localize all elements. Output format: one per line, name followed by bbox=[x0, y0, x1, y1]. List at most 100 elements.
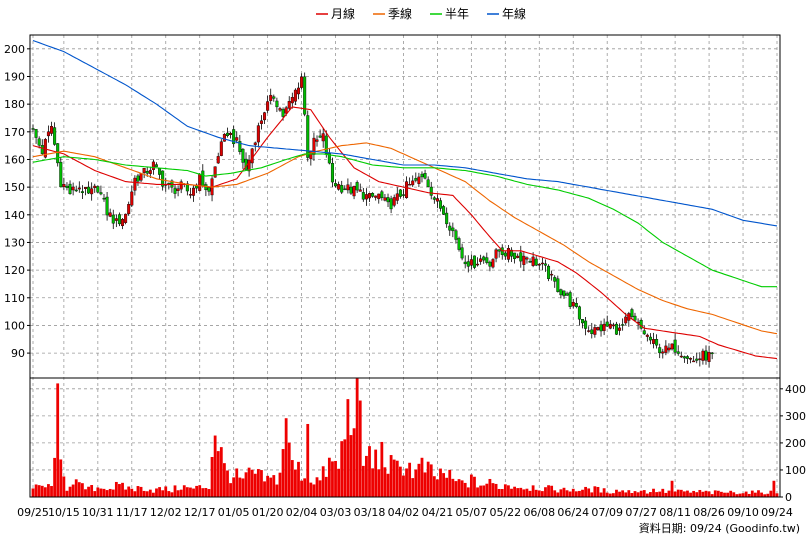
candle-body bbox=[327, 153, 331, 164]
volume-bar bbox=[31, 488, 35, 497]
volume-bar bbox=[247, 467, 251, 497]
candle-body bbox=[596, 327, 600, 330]
volume-bar bbox=[377, 469, 381, 497]
volume-bar bbox=[148, 489, 152, 497]
candle bbox=[377, 193, 381, 204]
candle-body bbox=[621, 324, 625, 326]
candle bbox=[318, 129, 322, 138]
volume-bar bbox=[476, 487, 479, 497]
volume-bar bbox=[451, 478, 455, 497]
date-tick-label: 12/17 bbox=[184, 506, 216, 519]
candle bbox=[80, 185, 84, 199]
candle-body bbox=[330, 163, 334, 183]
candle-body bbox=[614, 323, 618, 335]
candle-body bbox=[321, 133, 325, 142]
price-tick-labels: 90 100 110 120 130 140 150 160 170 180 190 200 bbox=[4, 43, 30, 360]
price-tick-label: 90 bbox=[11, 347, 25, 360]
candle-body bbox=[664, 345, 668, 353]
volume-bar bbox=[290, 460, 294, 497]
candle-body bbox=[154, 164, 158, 167]
volume-bar bbox=[775, 493, 779, 497]
candle bbox=[395, 187, 399, 205]
volume-bar bbox=[605, 492, 609, 497]
volume-tick-label: 300 bbox=[785, 410, 806, 423]
candle-body bbox=[401, 194, 405, 196]
volume-bar bbox=[241, 478, 245, 497]
volume-bar bbox=[368, 446, 371, 497]
candle-body bbox=[31, 128, 35, 130]
candle bbox=[401, 188, 405, 198]
volume-bar bbox=[99, 488, 103, 497]
candle bbox=[426, 176, 430, 188]
candle-body bbox=[56, 143, 60, 164]
candle-body bbox=[108, 212, 112, 217]
volume-bar bbox=[408, 462, 412, 497]
volume-bar bbox=[503, 484, 507, 497]
candle-body bbox=[263, 112, 267, 121]
candle-body bbox=[256, 125, 260, 143]
candle bbox=[537, 263, 541, 270]
volume-bar bbox=[550, 485, 554, 497]
candle bbox=[516, 253, 520, 259]
candle-body bbox=[574, 303, 578, 307]
volume-bar bbox=[667, 490, 671, 497]
ma-line-0 bbox=[32, 106, 778, 360]
date-tick-label: 04/02 bbox=[388, 506, 420, 519]
candle-body bbox=[324, 135, 328, 154]
candle-body bbox=[272, 96, 276, 99]
candle bbox=[46, 125, 50, 143]
volume-bar bbox=[56, 383, 60, 497]
volume-bar bbox=[201, 488, 205, 497]
candle-body bbox=[454, 230, 458, 240]
candle bbox=[528, 258, 532, 263]
date-tick-label: 01/20 bbox=[252, 506, 284, 519]
candle bbox=[130, 185, 134, 208]
volume-bar bbox=[53, 457, 57, 497]
volume-bar bbox=[374, 449, 378, 497]
candle bbox=[562, 290, 566, 299]
date-tick-label: 02/04 bbox=[286, 506, 318, 519]
candle-body bbox=[420, 173, 424, 178]
volume-bar bbox=[578, 490, 581, 497]
volume-bar bbox=[216, 451, 220, 497]
volume-bar bbox=[327, 457, 331, 497]
candle-body bbox=[340, 185, 344, 193]
volume-bar bbox=[704, 490, 708, 497]
candle-body bbox=[59, 161, 63, 188]
date-tick-label: 08/26 bbox=[693, 506, 725, 519]
volume-bar bbox=[232, 477, 236, 497]
candle bbox=[482, 255, 486, 264]
candle bbox=[371, 192, 375, 198]
volume-bar bbox=[250, 469, 254, 497]
candle bbox=[266, 95, 270, 114]
volume-bars bbox=[31, 378, 779, 497]
volume-bar bbox=[96, 487, 100, 497]
candle bbox=[124, 213, 128, 225]
volume-bar bbox=[127, 486, 131, 497]
volume-bar bbox=[256, 469, 260, 497]
volume-bar bbox=[395, 460, 399, 497]
candle-body bbox=[408, 184, 412, 186]
candle bbox=[540, 257, 544, 271]
candle-body bbox=[173, 188, 177, 194]
volume-bar bbox=[176, 490, 180, 497]
volume-bar bbox=[584, 486, 587, 497]
volume-bar bbox=[358, 400, 362, 497]
candle bbox=[658, 343, 662, 359]
candle bbox=[559, 288, 563, 299]
volume-bar bbox=[223, 463, 226, 497]
candle bbox=[179, 179, 183, 194]
candle-body bbox=[290, 97, 294, 104]
volume-bar bbox=[534, 489, 538, 497]
candle bbox=[491, 258, 495, 269]
price-tick-label: 170 bbox=[4, 126, 25, 139]
price-tick-label: 140 bbox=[4, 209, 25, 222]
candle bbox=[608, 320, 612, 330]
candle-body bbox=[198, 174, 202, 191]
volume-bar bbox=[238, 477, 242, 497]
candle-body bbox=[179, 181, 183, 190]
date-tick-label: 08/11 bbox=[659, 506, 691, 519]
candle-body bbox=[442, 206, 446, 215]
candle bbox=[83, 187, 87, 196]
candle-body bbox=[494, 249, 498, 259]
